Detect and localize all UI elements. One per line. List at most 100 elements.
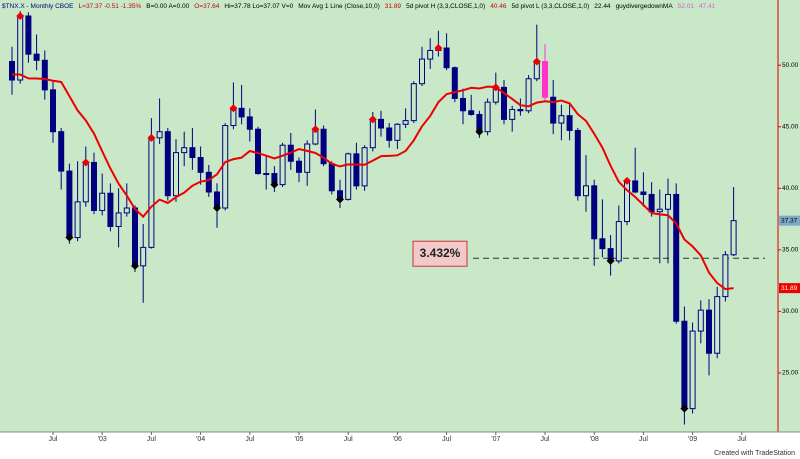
price-tag-label: 37.37 xyxy=(781,217,798,224)
candle-body xyxy=(640,191,647,195)
candle-body xyxy=(460,97,466,112)
candle-body xyxy=(246,116,253,130)
header-item: 47.41 xyxy=(699,3,716,10)
candle-body xyxy=(648,193,655,213)
header-item: 31.89 xyxy=(385,3,402,10)
candle-body xyxy=(173,152,179,197)
candle-body xyxy=(123,207,130,214)
candle-body xyxy=(66,170,73,239)
candle-body xyxy=(550,96,557,124)
candle-body xyxy=(91,161,97,211)
candle-body xyxy=(328,163,335,192)
candle-body xyxy=(402,120,409,125)
pivot-low xyxy=(213,204,221,212)
candle-body xyxy=(222,125,229,209)
x-tick-label: Jul xyxy=(541,436,550,443)
candle-body xyxy=(41,59,48,91)
candle-body xyxy=(386,127,393,141)
candle-body xyxy=(296,160,302,173)
candle-body xyxy=(99,192,106,211)
price-tag-label: 31.89 xyxy=(781,285,798,292)
candle-body xyxy=(82,161,89,203)
y-tick-label: 50.00 xyxy=(782,62,799,69)
x-tick-label: Jul xyxy=(344,436,353,443)
candle-body xyxy=(74,201,81,239)
x-tick-label: Jul xyxy=(639,436,648,443)
x-tick-label: '07 xyxy=(491,436,500,443)
candle-body xyxy=(197,157,204,173)
pivot-high xyxy=(368,115,377,124)
candle-body xyxy=(509,109,516,120)
header-item: L=37.37 -0.51 -1.35% xyxy=(79,3,142,10)
candle-body xyxy=(419,58,425,85)
x-tick-label: Jul xyxy=(737,436,746,443)
pivot-low xyxy=(131,261,139,270)
candle-body xyxy=(681,320,688,410)
pivot-high xyxy=(147,133,156,142)
header-item: $TNX.X - Monthly CBOE xyxy=(2,3,74,10)
annotation-label: 3.432% xyxy=(420,246,461,260)
header-item: 22.44 xyxy=(594,3,611,10)
candle-body xyxy=(665,193,671,210)
candle-body xyxy=(706,309,712,354)
candle-body xyxy=(730,220,737,256)
candle-body xyxy=(345,153,352,200)
candle-body xyxy=(673,193,680,322)
candle-body xyxy=(427,49,434,60)
header: $TNX.X - Monthly CBOE L=37.37 -0.51 -1.35… xyxy=(2,3,716,10)
candle-body xyxy=(33,53,40,61)
candle-body xyxy=(279,144,286,186)
pivot-low xyxy=(65,233,74,242)
pivot-low xyxy=(606,256,615,265)
candle-body xyxy=(140,246,147,267)
candle-body xyxy=(115,212,122,227)
pivot-high xyxy=(623,176,631,185)
y-tick-label: 35.00 xyxy=(782,247,799,254)
candle-body xyxy=(205,171,212,193)
moving-average xyxy=(12,73,734,291)
y-tick-label: 30.00 xyxy=(782,308,799,315)
pivot-high xyxy=(229,104,238,113)
x-tick-label: Jul xyxy=(245,436,254,443)
candle-body xyxy=(156,131,163,139)
candle-body xyxy=(238,107,245,118)
candle-body xyxy=(181,147,188,154)
candle-body xyxy=(25,15,32,55)
x-tick-label: Jul xyxy=(442,436,451,443)
y-tick-label: 45.00 xyxy=(782,123,799,130)
candle-body xyxy=(107,192,114,227)
footer: Created with TradeStation xyxy=(714,450,795,457)
candle-body xyxy=(574,129,581,197)
candle-body xyxy=(148,137,155,248)
header-item: 5d pivot H (3,3,CLOSE,1,0) xyxy=(406,3,485,10)
pivot-high xyxy=(16,12,25,20)
header-item: 52.01 xyxy=(678,3,695,10)
x-tick-label: '09 xyxy=(688,436,697,443)
candle-body xyxy=(517,109,524,112)
pivot-low xyxy=(270,180,279,189)
candle-body xyxy=(566,115,573,131)
header-item: Mov Avg 1 Line (Close,10,0) xyxy=(298,3,380,10)
price-tag xyxy=(779,283,800,294)
x-tick-label: '04 xyxy=(196,436,205,443)
annotation-box xyxy=(412,240,468,267)
candle-body xyxy=(394,123,401,141)
pivot-high xyxy=(532,57,541,66)
candle-body xyxy=(17,15,24,81)
x-tick-label: '08 xyxy=(590,436,599,443)
header-item: Hi=37.78 Lo=37.07 V=0 xyxy=(224,3,293,10)
candle-body xyxy=(591,185,598,240)
candle-body xyxy=(615,221,622,262)
y-tick-label: 40.00 xyxy=(782,185,799,192)
candle-body xyxy=(451,67,458,99)
price-tag xyxy=(779,215,800,226)
candle-body xyxy=(722,254,729,298)
candle-body xyxy=(542,61,548,98)
x-tick-label: '06 xyxy=(393,436,402,443)
candle-body xyxy=(632,180,639,193)
header-item: 40.46 xyxy=(490,3,507,10)
candle-body xyxy=(304,143,311,173)
candle-body xyxy=(361,147,368,187)
